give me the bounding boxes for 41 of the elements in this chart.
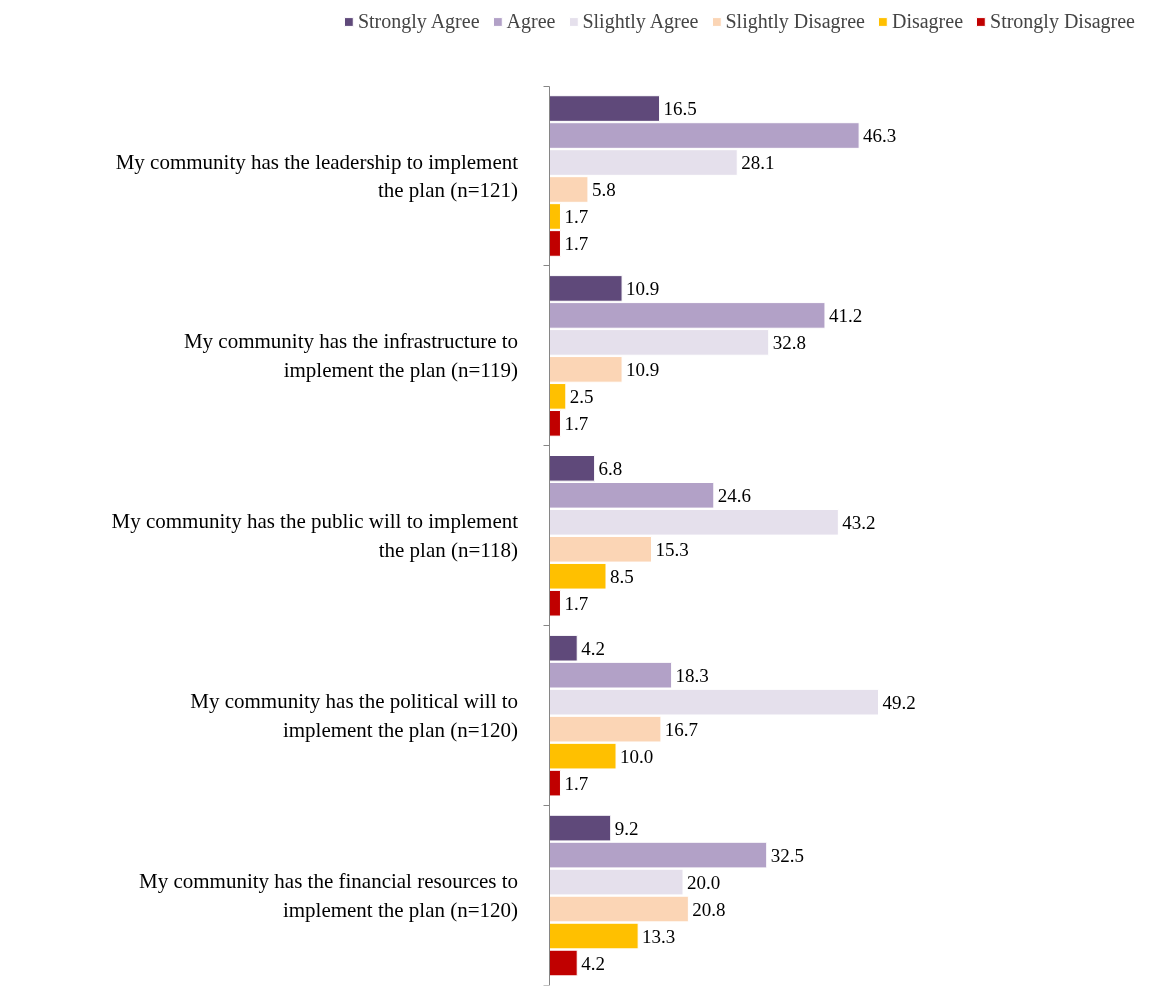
data-label: 9.2 xyxy=(614,817,639,839)
legend-label: Agree xyxy=(506,10,556,33)
data-label: 18.3 xyxy=(675,664,709,686)
data-label: 41.2 xyxy=(828,304,863,326)
data-label: 43.2 xyxy=(842,511,876,533)
data-label: 6.8 xyxy=(598,457,623,479)
data-label: 8.5 xyxy=(609,565,634,587)
data-label: 13.3 xyxy=(642,925,676,947)
data-label: 1.7 xyxy=(564,232,589,254)
data-label: 4.2 xyxy=(581,637,605,659)
data-label: 32.8 xyxy=(772,331,806,353)
y-tick-label: My community has the financial resources to implement the plan (n=120) xyxy=(139,869,519,922)
data-label: 1.7 xyxy=(564,592,589,614)
data-label: 15.3 xyxy=(655,538,689,560)
legend-label: Strongly Agree xyxy=(357,10,480,33)
data-label: 32.5 xyxy=(770,844,804,866)
data-label: 4.2 xyxy=(581,952,605,974)
legend-label: Disagree xyxy=(891,10,964,33)
data-label: 24.6 xyxy=(717,484,752,506)
legend-label: Slightly Agree xyxy=(582,10,699,33)
data-label: 20.8 xyxy=(692,898,726,920)
y-tick-label: My community has the political will to implement the plan (n=120) xyxy=(190,689,519,743)
data-label: 46.3 xyxy=(863,125,897,147)
data-label: 49.2 xyxy=(882,691,916,713)
y-tick-label: My community has the public will to implement the plan (n=118) xyxy=(111,509,519,563)
data-label: 5.8 xyxy=(591,178,616,200)
data-label: 28.1 xyxy=(741,152,775,174)
data-label: 1.7 xyxy=(564,772,589,794)
data-label: 1.7 xyxy=(564,412,589,434)
data-label: 16.5 xyxy=(663,98,697,120)
y-tick-label: My community has the leadership to implement the plan (n=121) xyxy=(115,149,519,203)
data-label: 10.9 xyxy=(626,277,660,299)
data-label: 2.5 xyxy=(569,385,594,407)
data-label: 20.0 xyxy=(686,871,721,893)
data-label: 16.7 xyxy=(664,718,699,740)
data-label: 1.7 xyxy=(564,205,589,227)
y-tick-label: My community has the infrastructure to implement the plan (n=119) xyxy=(183,329,519,383)
legend-label: Strongly Disagree xyxy=(990,10,1135,33)
data-label: 10.0 xyxy=(620,745,654,767)
legend-label: Slightly Disagree xyxy=(725,10,865,33)
data-label: 10.9 xyxy=(626,358,660,380)
